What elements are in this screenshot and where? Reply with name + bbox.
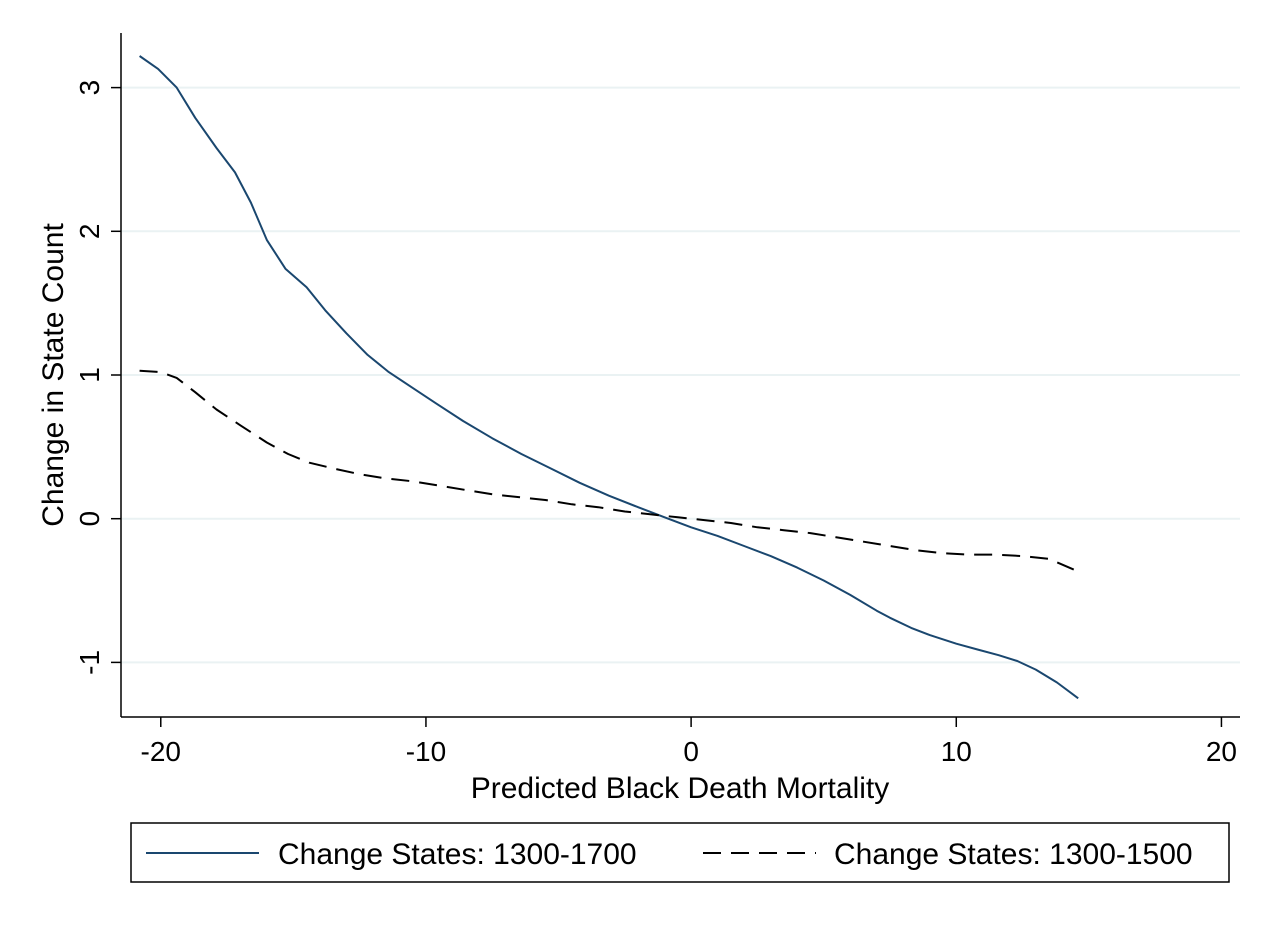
- y-tick-label: 0: [74, 511, 105, 527]
- x-axis-title: Predicted Black Death Mortality: [471, 772, 890, 805]
- x-tick-label: -10: [406, 736, 446, 767]
- y-axis-title: Change in State Count: [37, 223, 70, 527]
- legend-label-1300-1700: Change States: 1300-1700: [278, 838, 637, 871]
- legend-label-1300-1500: Change States: 1300-1500: [834, 838, 1193, 871]
- legend-box: [130, 822, 1230, 883]
- y-tick-label: 3: [74, 80, 105, 96]
- y-tick-label: 2: [74, 224, 105, 240]
- series-line-1300-1700: [139, 55, 1079, 700]
- x-tick-label: 0: [683, 736, 699, 767]
- series-lines: [139, 55, 1079, 700]
- series-line-1300-1500: [139, 369, 1076, 572]
- x-tick-label: 10: [941, 736, 972, 767]
- y-tick-label: -1: [74, 650, 105, 675]
- gridlines: [121, 86, 1240, 664]
- x-tick-label: 20: [1206, 736, 1237, 767]
- legend: Change States: 1300-1700 Change States: …: [130, 822, 1230, 883]
- y-tick-label: 1: [74, 367, 105, 383]
- x-tick-label: -20: [141, 736, 181, 767]
